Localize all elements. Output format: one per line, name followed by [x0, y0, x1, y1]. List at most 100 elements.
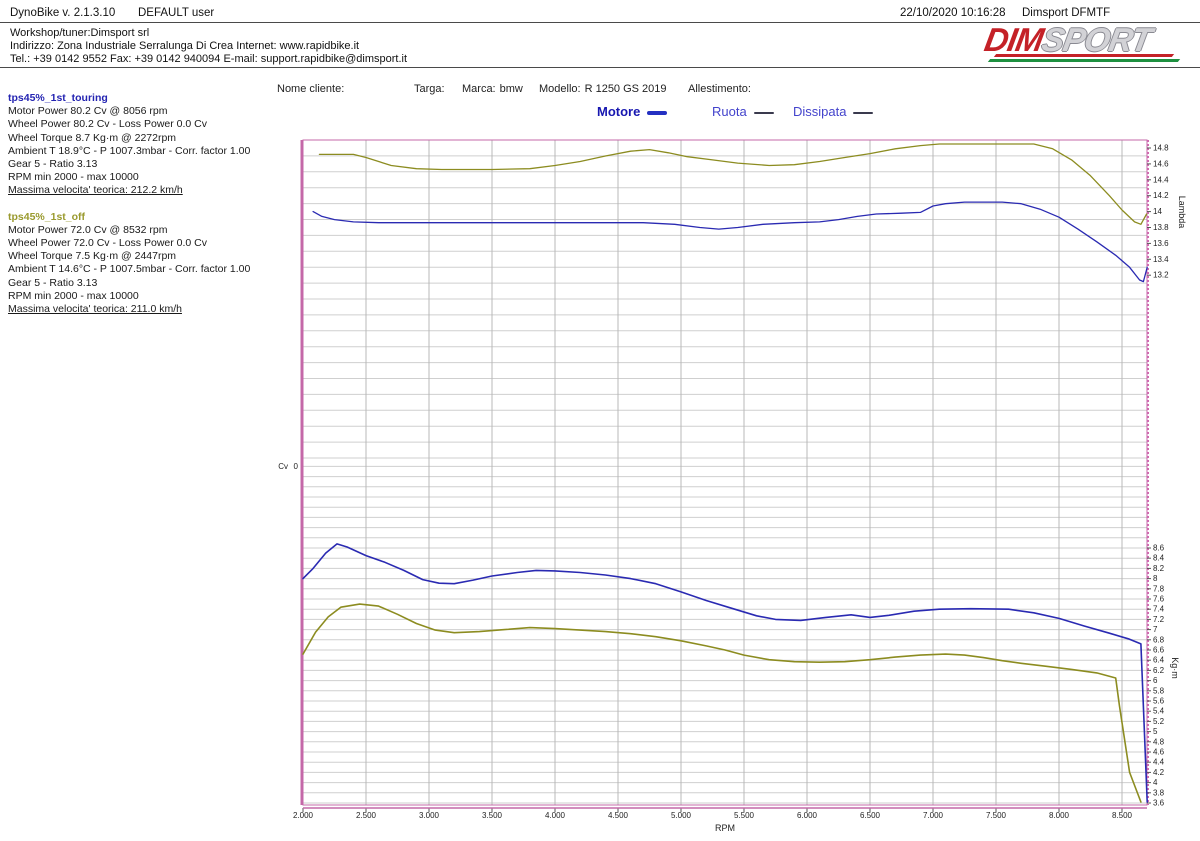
- field-allestimento: Allestimento:: [688, 83, 755, 95]
- svg-text:4.4: 4.4: [1153, 758, 1165, 767]
- svg-text:14.2: 14.2: [1153, 191, 1169, 200]
- svg-text:2.000: 2.000: [293, 811, 314, 820]
- svg-text:0: 0: [294, 462, 299, 471]
- svg-text:5.2: 5.2: [1153, 717, 1165, 726]
- run-stat-line: Wheel Torque 7.5 Kg·m @ 2447rpm: [8, 250, 177, 263]
- field-targa: Targa:: [414, 83, 449, 95]
- field-modello: Modello: R 1250 GS 2019: [539, 83, 667, 95]
- header-divider: [0, 67, 1200, 68]
- svg-text:4.8: 4.8: [1153, 737, 1165, 746]
- svg-text:14.4: 14.4: [1153, 175, 1169, 184]
- legend-item-dissipata: Dissipata: [793, 104, 874, 119]
- svg-text:8.4: 8.4: [1153, 554, 1165, 563]
- field-marca: Marca: bmw: [462, 83, 523, 95]
- svg-text:4.500: 4.500: [608, 811, 629, 820]
- legend-swatch-motore: [647, 110, 668, 115]
- legend-label: Ruota: [712, 104, 747, 119]
- workshop-line-1: Workshop/tuner:Dimsport srl: [10, 27, 150, 39]
- svg-text:3.000: 3.000: [419, 811, 440, 820]
- svg-text:7: 7: [1153, 625, 1158, 634]
- field-label: Targa:: [414, 83, 445, 95]
- svg-text:4: 4: [1153, 778, 1158, 787]
- user-label: DEFAULT user: [138, 7, 215, 19]
- field-nome-cliente: Nome cliente:: [277, 83, 348, 95]
- workshop-info: Workshop/tuner:Dimsport srl Indirizzo: Z…: [10, 27, 407, 65]
- svg-text:8.000: 8.000: [1049, 811, 1070, 820]
- svg-text:5.6: 5.6: [1153, 697, 1165, 706]
- svg-text:14.6: 14.6: [1153, 159, 1169, 168]
- field-label: Marca:: [462, 83, 496, 95]
- run-title: tps45%_1st_touring: [8, 92, 108, 104]
- field-label: Nome cliente:: [277, 83, 345, 95]
- svg-text:6.6: 6.6: [1153, 646, 1165, 655]
- legend-label: Motore: [597, 104, 641, 119]
- svg-text:6.8: 6.8: [1153, 635, 1165, 644]
- run-stat-line: Gear 5 - Ratio 3.13: [8, 158, 98, 171]
- svg-text:13.2: 13.2: [1153, 271, 1169, 280]
- svg-text:14: 14: [1153, 207, 1162, 216]
- svg-text:Kg·m: Kg·m: [1170, 657, 1180, 679]
- svg-text:13.6: 13.6: [1153, 239, 1169, 248]
- svg-text:7.6: 7.6: [1153, 595, 1165, 604]
- workshop-line-2: Indirizzo: Zona Industriale Serralunga D…: [10, 39, 360, 52]
- app-title: DynoBike v. 2.1.3.10: [10, 7, 116, 19]
- run-stat-line: RPM min 2000 - max 10000: [8, 289, 139, 302]
- run-max-speed: Massima velocita' teorica: 211.0 km/h: [8, 303, 182, 316]
- run-block-touring: tps45%_1st_touring Motor Power 80.2 Cv @…: [8, 92, 268, 198]
- svg-text:5.500: 5.500: [734, 811, 755, 820]
- svg-text:7.4: 7.4: [1153, 605, 1165, 614]
- run-stat-line: Wheel Power 72.0 Cv - Loss Power 0.0 Cv: [8, 237, 207, 250]
- workshop-line-3: Tel.: +39 0142 9552 Fax: +39 0142 940094…: [10, 52, 408, 65]
- run-info-panel: tps45%_1st_touring Motor Power 80.2 Cv @…: [8, 92, 268, 329]
- svg-text:Cv: Cv: [278, 462, 288, 471]
- svg-text:RPM: RPM: [715, 823, 735, 833]
- run-stat-line: Motor Power 80.2 Cv @ 8056 rpm: [8, 105, 168, 118]
- svg-text:7.000: 7.000: [923, 811, 944, 820]
- legend-swatch-ruota: [753, 111, 774, 114]
- legend-swatch-dissipata: [853, 111, 874, 114]
- svg-text:3.8: 3.8: [1153, 788, 1165, 797]
- run-stat-line: RPM min 2000 - max 10000: [8, 171, 139, 184]
- top-divider: [0, 22, 1200, 23]
- svg-text:4.2: 4.2: [1153, 768, 1165, 777]
- svg-text:5: 5: [1153, 727, 1158, 736]
- svg-text:4.6: 4.6: [1153, 748, 1165, 757]
- svg-text:14.8: 14.8: [1153, 144, 1169, 153]
- field-label: Modello:: [539, 83, 581, 95]
- run-max-speed: Massima velocita' teorica: 212.2 km/h: [8, 184, 183, 197]
- run-stat-line: Ambient T 18.9°C - P 1007.3mbar - Corr. …: [8, 144, 251, 157]
- svg-text:6: 6: [1153, 676, 1158, 685]
- svg-text:3.6: 3.6: [1153, 799, 1165, 808]
- svg-text:6.2: 6.2: [1153, 666, 1165, 675]
- run-title: tps45%_1st_off: [8, 210, 86, 223]
- svg-text:8.2: 8.2: [1153, 564, 1165, 573]
- svg-text:2.500: 2.500: [356, 811, 377, 820]
- run-block-off: tps45%_1st_off Motor Power 72.0 Cv @ 853…: [8, 211, 268, 317]
- legend-label: Dissipata: [793, 104, 847, 119]
- svg-text:Lambda: Lambda: [1177, 196, 1187, 229]
- run-stat-line: Wheel Torque 8.7 Kg·m @ 2272rpm: [8, 131, 177, 144]
- svg-text:6.500: 6.500: [860, 811, 881, 820]
- svg-text:8.500: 8.500: [1112, 811, 1133, 820]
- svg-text:5.8: 5.8: [1153, 686, 1165, 695]
- legend-item-motore: Motore: [597, 104, 668, 119]
- legend-item-ruota: Ruota: [712, 104, 774, 119]
- svg-text:7.500: 7.500: [986, 811, 1007, 820]
- field-value: R 1250 GS 2019: [584, 83, 667, 95]
- field-value: bmw: [499, 83, 523, 95]
- timestamp: 22/10/2020 10:16:28: [900, 7, 1006, 19]
- svg-text:8.6: 8.6: [1153, 544, 1165, 553]
- run-stat-line: Ambient T 14.6°C - P 1007.5mbar - Corr. …: [8, 263, 251, 276]
- svg-text:8: 8: [1153, 574, 1158, 583]
- svg-text:7.2: 7.2: [1153, 615, 1165, 624]
- svg-text:4.000: 4.000: [545, 811, 566, 820]
- svg-text:5.4: 5.4: [1153, 707, 1165, 716]
- svg-text:6.000: 6.000: [797, 811, 818, 820]
- run-stat-line: Gear 5 - Ratio 3.13: [8, 276, 98, 289]
- svg-text:6.4: 6.4: [1153, 656, 1165, 665]
- svg-text:7.8: 7.8: [1153, 584, 1165, 593]
- field-label: Allestimento:: [688, 83, 751, 95]
- svg-text:13.8: 13.8: [1153, 223, 1169, 232]
